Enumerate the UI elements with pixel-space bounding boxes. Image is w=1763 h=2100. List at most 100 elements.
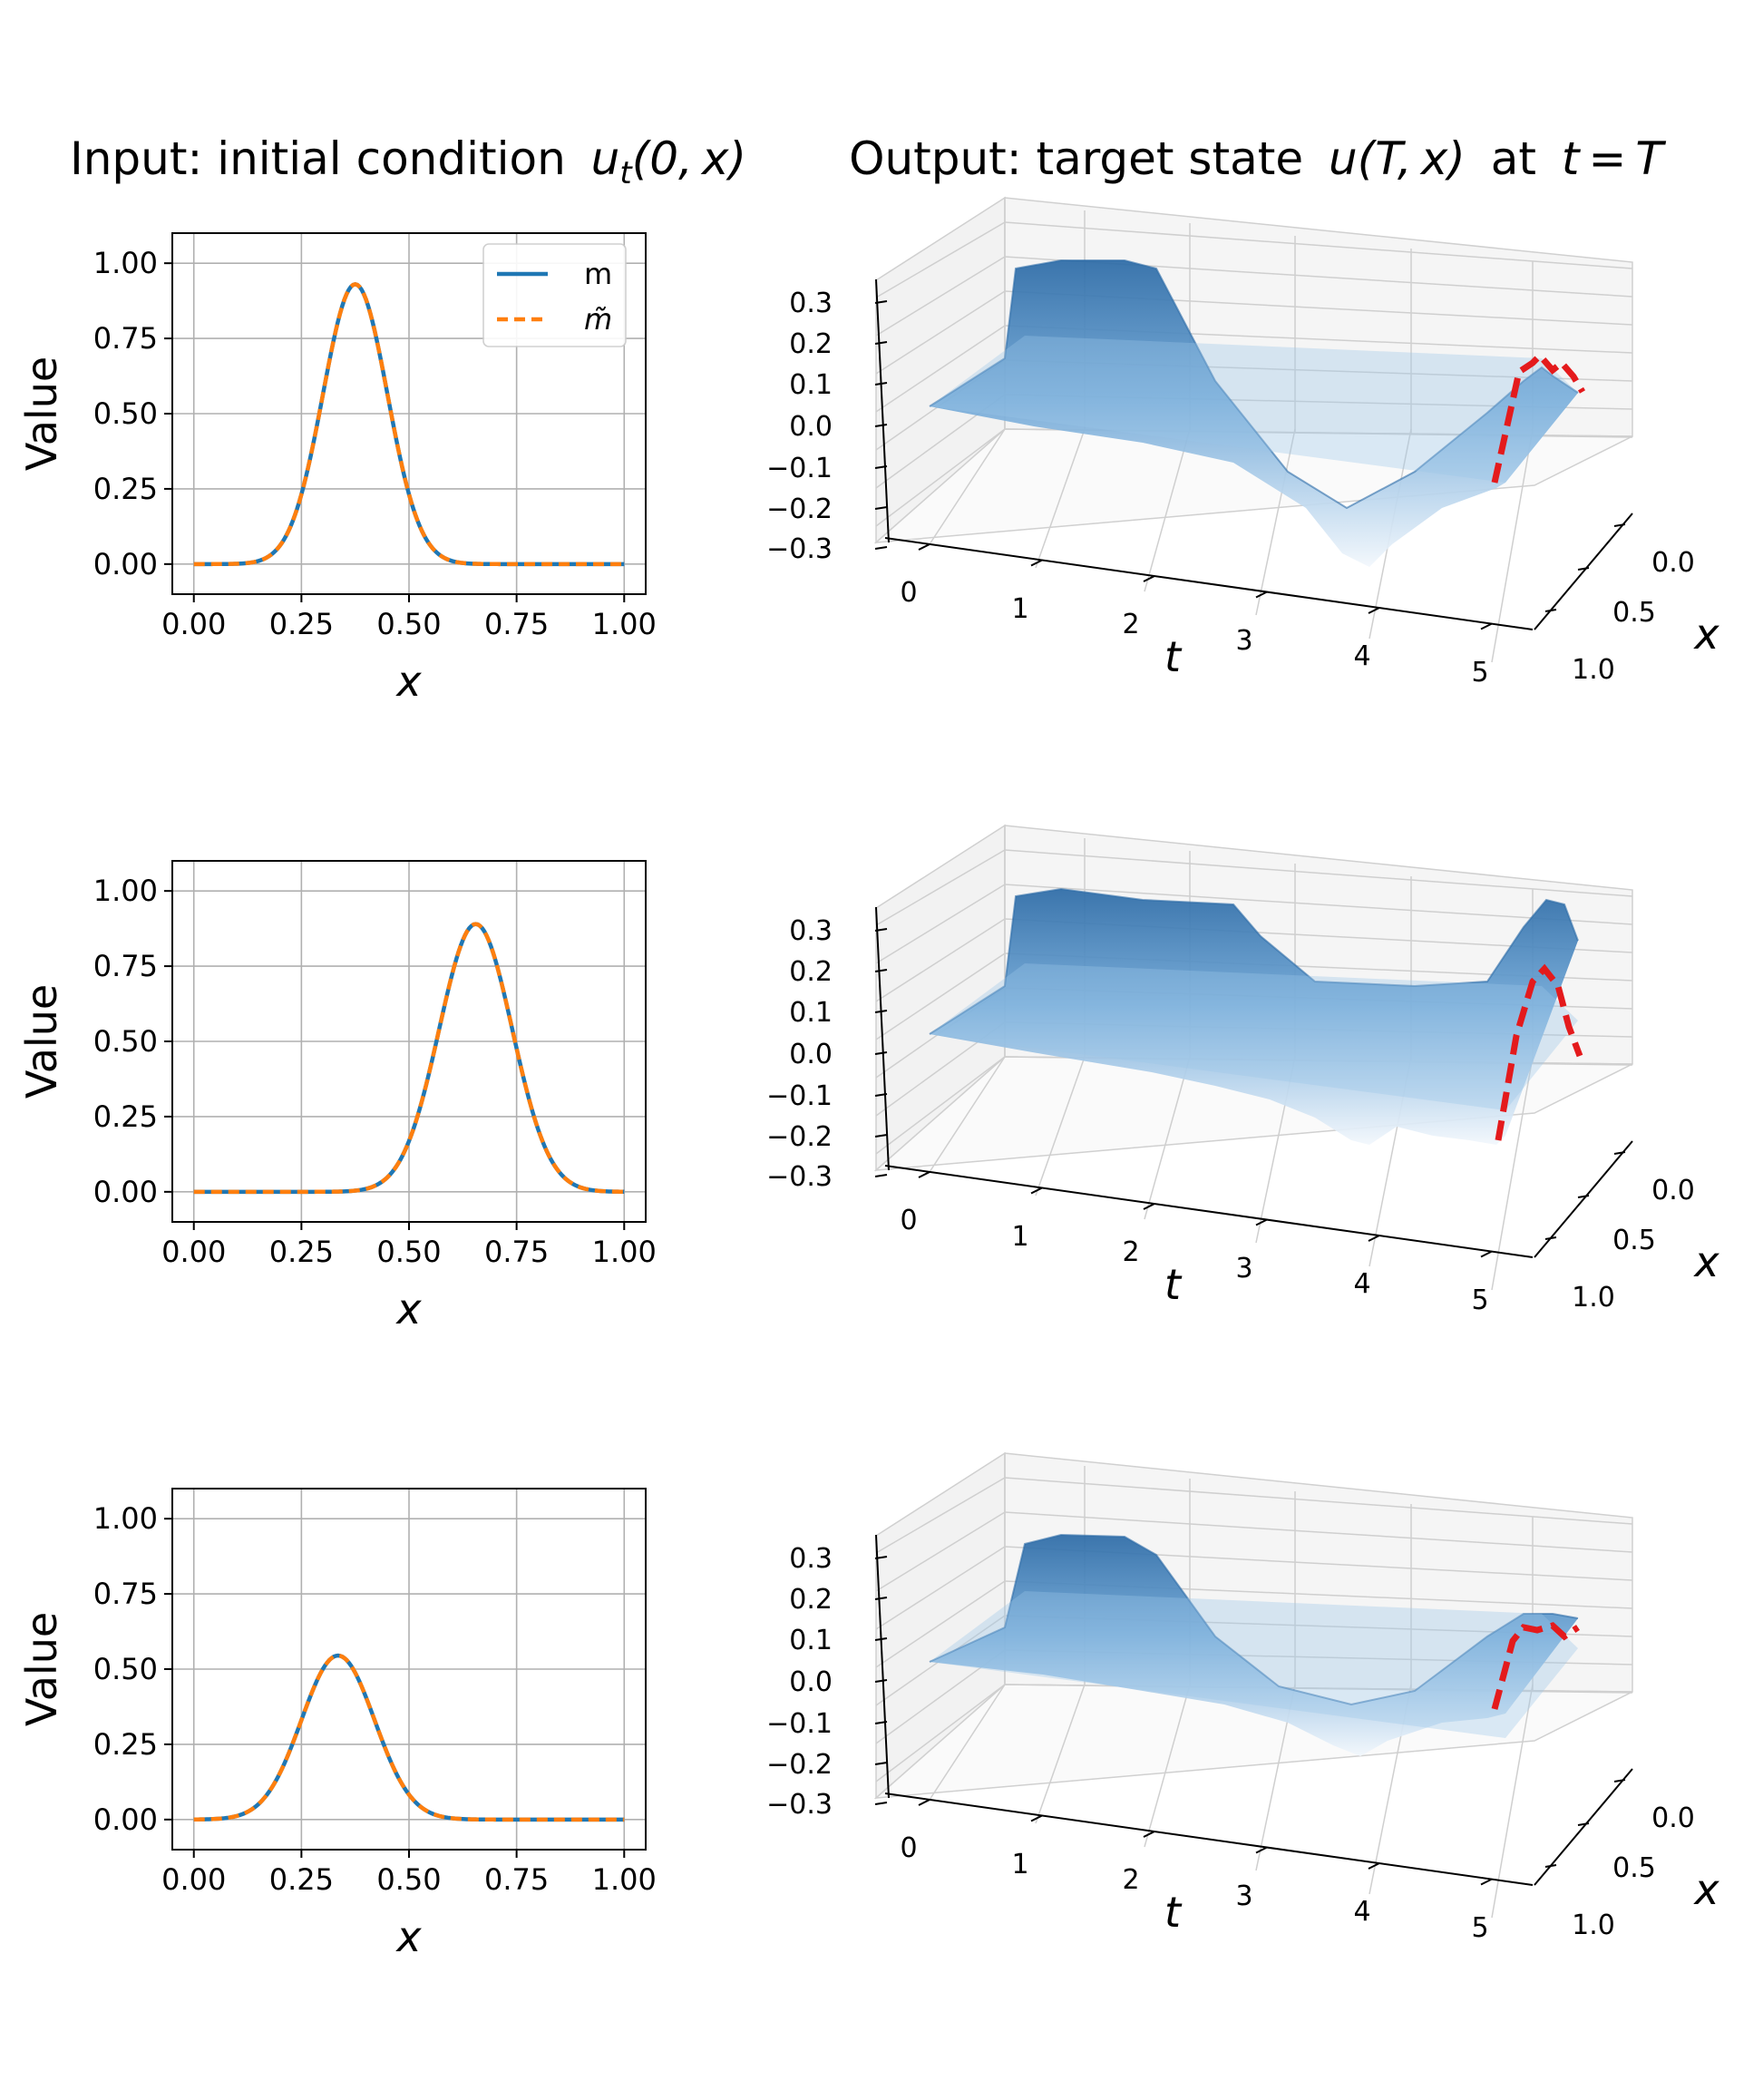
grid-line-left bbox=[875, 1546, 1006, 1630]
t-tick bbox=[1143, 575, 1155, 582]
z-tick bbox=[874, 382, 888, 386]
grid-line-left bbox=[875, 428, 1006, 527]
z-tick-label: −0.3 bbox=[766, 1161, 833, 1193]
x-tick-label: 0.0 bbox=[1651, 1175, 1695, 1206]
y-tick-label: 0.25 bbox=[93, 472, 158, 506]
x-tick-label: 0.5 bbox=[1612, 1225, 1656, 1256]
z-tick bbox=[874, 341, 888, 345]
z-tick-label: 0.1 bbox=[789, 369, 833, 401]
output-panel-2: −0.3 −0.2 −0.1 0.0 0.1 0.2 0.3 0 1 2 3 4 5 t 0.0 0.5 1.0… bbox=[766, 824, 1719, 1316]
y-tick-label: 0.50 bbox=[93, 1024, 158, 1059]
z-tick-label: 0.2 bbox=[789, 956, 833, 988]
floor-grid-t bbox=[929, 428, 1006, 545]
y-tick-label: 0.00 bbox=[93, 547, 158, 581]
y-axis-label: Value bbox=[17, 984, 66, 1099]
z-tick-label: 0.3 bbox=[789, 288, 833, 319]
grid-line-left bbox=[875, 256, 1006, 337]
t-tick-label: 4 bbox=[1353, 1896, 1370, 1928]
t-tick bbox=[1368, 1235, 1380, 1242]
surface-sheet bbox=[930, 336, 1578, 483]
floor-grid-t bbox=[1035, 1056, 1086, 1197]
x-tick-label: 0.25 bbox=[269, 607, 334, 641]
t-tick-label: 0 bbox=[900, 1205, 917, 1236]
x-axis-label: x bbox=[394, 657, 422, 706]
grid-line-left bbox=[875, 849, 1006, 926]
t-tick-label: 4 bbox=[1353, 1268, 1370, 1300]
z-tick bbox=[874, 1721, 888, 1724]
t-tick-label: 0 bbox=[900, 577, 917, 609]
z-tick bbox=[874, 1802, 888, 1805]
y-axis-label: Value bbox=[17, 1612, 66, 1726]
x-tick-label: 0.5 bbox=[1612, 597, 1656, 629]
floor-grid-t bbox=[929, 1056, 1006, 1173]
x-tick-label: 0.75 bbox=[484, 607, 549, 641]
z-tick bbox=[874, 465, 888, 469]
grid-line-z bbox=[1004, 1511, 1633, 1553]
x-tick bbox=[1544, 609, 1557, 612]
x-tick-label: 0.0 bbox=[1651, 547, 1695, 579]
input-panel-3: 0.00 0.25 0.50 0.75 1.00 0.00 0.25 0.50 0.75 1.00… bbox=[17, 1488, 657, 1961]
floor-grid-t bbox=[1144, 1056, 1191, 1220]
z-tick bbox=[874, 1762, 888, 1765]
y-tick-label: 0.25 bbox=[93, 1727, 158, 1762]
z-tick-label: −0.1 bbox=[766, 1708, 833, 1740]
target-surface bbox=[930, 889, 1578, 1145]
z-axis-line bbox=[875, 1534, 890, 1799]
right-title-eq: t = T bbox=[1562, 132, 1666, 185]
t-tick-label: 3 bbox=[1235, 1880, 1252, 1912]
t-tick bbox=[1480, 1878, 1493, 1886]
grid-line-left bbox=[875, 952, 1006, 1040]
grid-line-left bbox=[875, 884, 1006, 964]
z-tick-label: 0.1 bbox=[789, 997, 833, 1029]
surface-sheet bbox=[930, 1591, 1578, 1738]
z-tick bbox=[874, 1010, 888, 1013]
t-tick bbox=[1255, 1846, 1268, 1854]
y-tick-label: 0.50 bbox=[93, 396, 158, 431]
x-tick-label: 1.0 bbox=[1572, 654, 1615, 686]
z-tick-label: 0.3 bbox=[789, 1543, 833, 1575]
output-panel-3: −0.3 −0.2 −0.1 0.0 0.1 0.2 0.3 0 1 2 3 4 5 t 0.0 0.5 1.0… bbox=[766, 1451, 1719, 1944]
t-axis-label: t bbox=[1164, 1888, 1183, 1937]
z-tick-label: −0.2 bbox=[766, 493, 833, 525]
y-tick-label: 1.00 bbox=[93, 246, 158, 280]
right-title-text: Output: target state bbox=[849, 132, 1303, 185]
t-tick-label: 0 bbox=[900, 1832, 917, 1864]
y-tick-label: 1.00 bbox=[93, 874, 158, 908]
z-axis-line bbox=[875, 278, 890, 543]
t-tick bbox=[1030, 1814, 1043, 1822]
t-tick bbox=[1480, 622, 1493, 630]
z-tick bbox=[874, 1637, 888, 1641]
series-m-tilde-line bbox=[193, 282, 625, 567]
x-tick-label: 0.25 bbox=[269, 1862, 334, 1897]
x-tick bbox=[1577, 1195, 1590, 1198]
x-tick bbox=[1613, 1151, 1626, 1155]
terminal-state-line bbox=[1495, 963, 1583, 1141]
t-tick bbox=[1143, 1831, 1155, 1838]
x-tick bbox=[1613, 1779, 1626, 1783]
legend-label-m: m bbox=[584, 257, 612, 291]
y-tick-label: 0.75 bbox=[93, 321, 158, 356]
y-tick-label: 0.75 bbox=[93, 1577, 158, 1611]
z-tick-label: −0.1 bbox=[766, 1080, 833, 1112]
left-title-math: u bbox=[591, 132, 620, 185]
t-axis-label: t bbox=[1164, 1260, 1183, 1309]
floor-grid-t bbox=[1035, 428, 1086, 569]
t-tick bbox=[918, 1799, 930, 1806]
z-tick bbox=[874, 1174, 888, 1177]
z-tick bbox=[874, 928, 888, 932]
floor-grid-t bbox=[1255, 428, 1296, 616]
grid-line-left bbox=[875, 325, 1006, 413]
t-axis-label: t bbox=[1164, 632, 1183, 681]
x-tick-label: 1.0 bbox=[1572, 1282, 1615, 1314]
left-title-text: Input: initial condition bbox=[70, 132, 566, 185]
z-tick-label: −0.2 bbox=[766, 1749, 833, 1781]
t-tick bbox=[918, 1171, 930, 1178]
y-tick-label: 0.25 bbox=[93, 1099, 158, 1134]
right-column-title: Output: target state u(T, x) at t = T bbox=[849, 132, 1666, 185]
x-tick bbox=[1577, 1822, 1590, 1826]
terminal-state-line bbox=[1491, 1622, 1580, 1710]
z-tick-label: 0.0 bbox=[789, 411, 833, 443]
panels-container: 0.00 0.25 0.50 0.75 1.000.000.250.500.751.00… bbox=[17, 196, 1719, 1961]
y-tick-label: 0.00 bbox=[93, 1802, 158, 1837]
